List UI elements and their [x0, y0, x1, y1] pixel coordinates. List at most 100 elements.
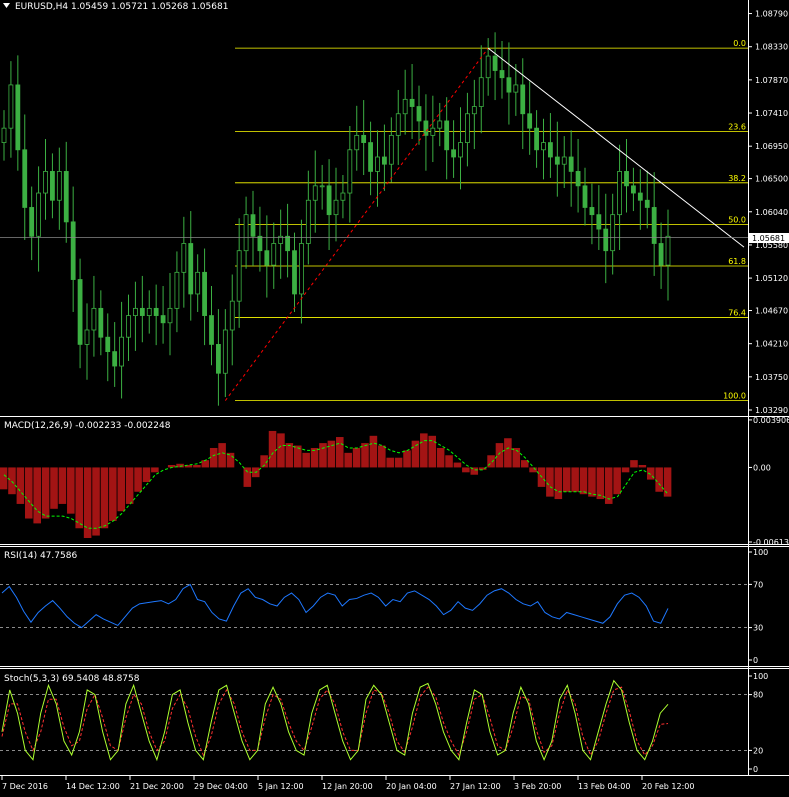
macd-bar — [571, 467, 579, 492]
fib-level-label: 61.8 — [728, 257, 746, 266]
candle-body — [188, 243, 194, 295]
stoch-tick-label: 80 — [753, 691, 763, 700]
candle-body — [444, 120, 450, 151]
candle-body — [465, 113, 470, 143]
macd-bar — [655, 467, 663, 492]
macd-bar — [428, 435, 437, 468]
candle-body — [91, 307, 97, 331]
macd-bar — [604, 467, 613, 504]
chevron-down-icon[interactable] — [3, 3, 10, 8]
price-tick-label: 1.06950 — [755, 142, 788, 151]
rsi-tick-label: 0 — [753, 656, 758, 665]
candle-body — [375, 156, 380, 172]
candle-body — [478, 77, 484, 107]
macd-bar — [420, 433, 428, 468]
macd-bar — [243, 467, 252, 487]
candle-body — [665, 235, 671, 266]
rsi-level-lines — [0, 584, 748, 628]
macd-bar — [25, 467, 33, 519]
macd-bar — [41, 467, 50, 519]
candle-body — [347, 149, 353, 194]
stoch-lines — [1, 679, 669, 762]
macd-bar — [638, 465, 647, 468]
candle-body — [229, 300, 235, 331]
macd-bar — [209, 447, 218, 468]
candle-body — [153, 307, 159, 316]
macd-bar — [504, 438, 512, 468]
macd-bar — [554, 467, 563, 500]
stoch-tick-label: 0 — [753, 765, 758, 774]
candle-body — [312, 185, 318, 201]
candle-body — [98, 307, 104, 338]
stoch-axis: 100 80 20 0 — [748, 672, 768, 774]
time-tick-label: 12 Jan 20:00 — [322, 782, 373, 791]
candle-body — [548, 142, 553, 158]
candle-body — [222, 329, 228, 374]
candle-body — [22, 149, 28, 208]
macd-bar — [302, 452, 310, 468]
stochastic-panel[interactable]: 100 80 20 0 Stoch(5,3,3) 69.5408 48.8758 — [0, 672, 768, 774]
rsi-panel[interactable]: 100 70 30 0 RSI(14) 47.7586 — [0, 548, 768, 665]
macd-bar — [596, 467, 605, 500]
downtrend-line — [487, 47, 745, 248]
macd-bar — [319, 443, 327, 468]
macd-bar — [436, 447, 445, 468]
macd-tick-label: 0.00 — [753, 463, 771, 472]
candle-body — [589, 207, 595, 216]
candle-body — [361, 134, 367, 143]
current-price-label: 1.05681 — [752, 234, 785, 243]
rsi-tick-label: 70 — [753, 580, 763, 589]
candle-body — [368, 142, 373, 172]
macd-bar — [0, 467, 8, 490]
candle-body — [458, 142, 463, 158]
macd-bar — [285, 443, 294, 468]
macd-bar — [562, 467, 571, 492]
candle-body — [354, 134, 360, 151]
candle-body — [216, 344, 221, 374]
candle-body — [56, 171, 62, 201]
price-tick-label: 1.04210 — [755, 340, 788, 349]
candle-body — [631, 185, 636, 194]
macd-bar — [16, 467, 25, 504]
candle-body — [36, 192, 41, 237]
price-tick-label: 1.07410 — [755, 109, 788, 118]
candle-body — [388, 134, 394, 165]
price-tick-label: 1.06500 — [755, 175, 788, 184]
price-chart-title: EURUSD,H4 1.05459 1.05721 1.05268 1.0568… — [15, 2, 228, 12]
macd-bar — [512, 447, 521, 468]
macd-bar — [310, 447, 319, 468]
macd-bar — [151, 467, 159, 473]
candle-body — [84, 329, 90, 345]
candle-body — [617, 171, 622, 216]
fibonacci-retracement[interactable]: 0.0 23.6 38.2 50.0 61.8 76.4 100.0 — [235, 39, 748, 402]
macd-bar — [277, 433, 285, 468]
fib-level-label: 0.0 — [733, 39, 746, 48]
macd-bar — [50, 467, 58, 509]
macd-panel[interactable]: 0.003906 0.00 -0.00613 MACD(12,26,9) -0.00… — [0, 416, 789, 547]
fib-level-label: 23.6 — [728, 122, 746, 131]
macd-bar — [470, 467, 479, 475]
candle-body — [340, 192, 346, 201]
macd-bar — [478, 467, 487, 470]
candle-body — [209, 315, 214, 345]
candle-body — [582, 185, 588, 208]
macd-bar — [201, 460, 210, 468]
candle-body — [105, 336, 111, 353]
candle-body — [174, 271, 180, 309]
macd-bar — [579, 467, 588, 495]
trendlines[interactable] — [224, 47, 745, 401]
time-axis: 7 Dec 2016 14 Dec 12:00 21 Dec 20:00 29 Dec… — [1, 776, 694, 791]
macd-bar — [352, 447, 361, 468]
candle-body — [485, 55, 491, 79]
candle-body — [299, 243, 304, 295]
macd-bar — [520, 460, 529, 468]
candle-body — [554, 156, 560, 165]
candle-body — [146, 307, 152, 316]
macd-bar — [613, 467, 621, 495]
candle-body — [492, 55, 498, 71]
stoch-level-lines — [0, 694, 748, 751]
macd-bar — [546, 467, 554, 497]
macd-bar — [361, 443, 369, 468]
